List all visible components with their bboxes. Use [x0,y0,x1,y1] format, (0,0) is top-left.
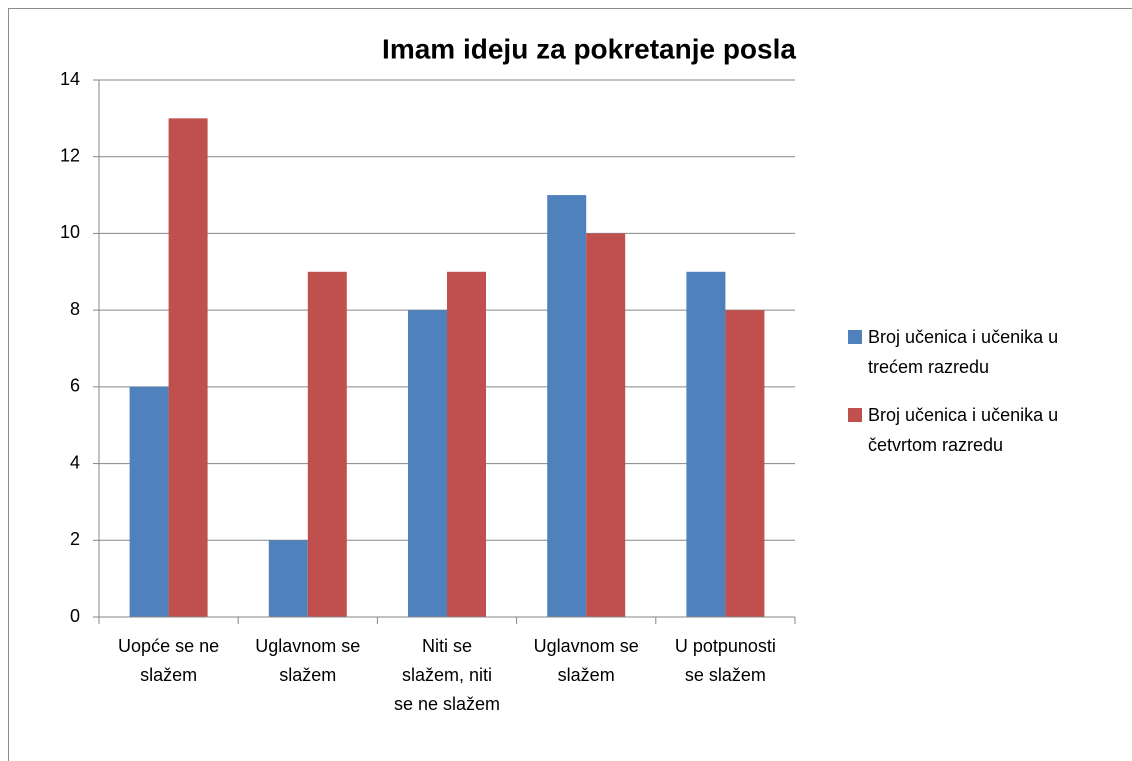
legend-swatch [848,408,862,422]
x-tick-label: Uglavnom se slažem [533,636,639,685]
y-tick-label: 0 [70,606,80,626]
y-tick-label: 10 [60,222,80,242]
y-tick-label: 2 [70,529,80,549]
bar [686,271,726,617]
legend-label: Broj učenica i učenika u trećem razredu [868,327,1059,377]
bar [129,386,169,617]
legend-label: Broj učenica i učenika u četvrtom razred… [868,405,1059,455]
chart-frame [8,8,1132,761]
bar [168,118,208,617]
bar [547,195,587,618]
legend-item: Broj učenica i učenika u trećem razredu [848,322,1108,382]
x-tick-label: Niti se slažem, niti se ne slažem [393,636,501,714]
y-tick-label: 4 [70,452,80,472]
chart-title: Imam ideju za pokretanje posla [382,33,796,64]
bar [268,540,308,617]
x-tick-label: U potpunosti se slažem [674,636,776,685]
bar [408,310,447,617]
y-tick-label: 6 [70,376,80,396]
legend-item: Broj učenica i učenika u četvrtom razred… [848,400,1108,460]
bar [586,233,626,617]
y-tick-label: 8 [70,299,80,319]
y-tick-label: 14 [60,69,80,89]
bar [307,271,347,617]
x-tick-label: Uglavnom se slažem [255,636,361,685]
bar [447,271,486,617]
y-tick-label: 12 [60,145,80,165]
bar [725,310,765,617]
x-tick-label: Uopće se ne slažem [118,636,220,685]
legend-swatch [848,330,862,344]
